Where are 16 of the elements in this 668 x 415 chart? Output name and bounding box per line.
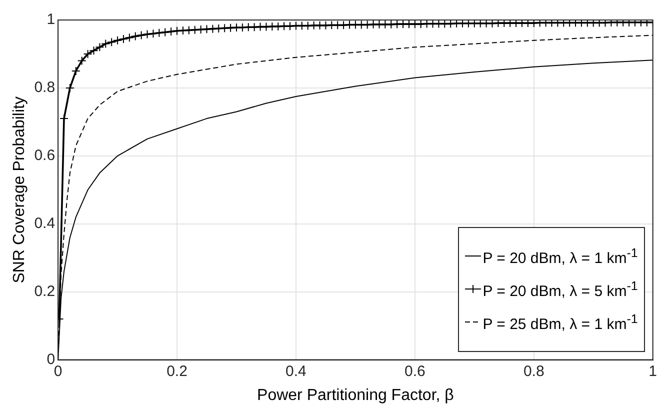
- legend-label: P = 25 dBm, λ = 1 km$^{-1}$: [482, 312, 638, 333]
- x-axis-title: Power Partitioning Factor, β: [257, 386, 454, 404]
- y-tick-label: 0.8: [34, 79, 56, 96]
- y-tick-label: 1: [46, 11, 56, 28]
- x-tick-label: 0.2: [166, 362, 188, 380]
- x-tick-label: 0.4: [286, 362, 306, 380]
- x-tick-label: 0.8: [523, 362, 544, 380]
- y-tick-label: 0: [46, 350, 56, 368]
- y-axis-title: SNR Coverage Probability: [11, 96, 28, 284]
- x-tick-label: 0.6: [404, 362, 426, 380]
- y-tick-label: 0.2: [34, 282, 56, 300]
- legend-label: P = 20 dBm, λ = 1 km$^{-1}$: [482, 246, 638, 267]
- legend-label: P = 20 dBm, λ = 5 km$^{-1}$: [482, 278, 638, 300]
- y-tick-label: 0.4: [34, 215, 56, 232]
- x-tick-label: 1: [648, 362, 657, 380]
- y-tick-label: 0.6: [34, 147, 56, 164]
